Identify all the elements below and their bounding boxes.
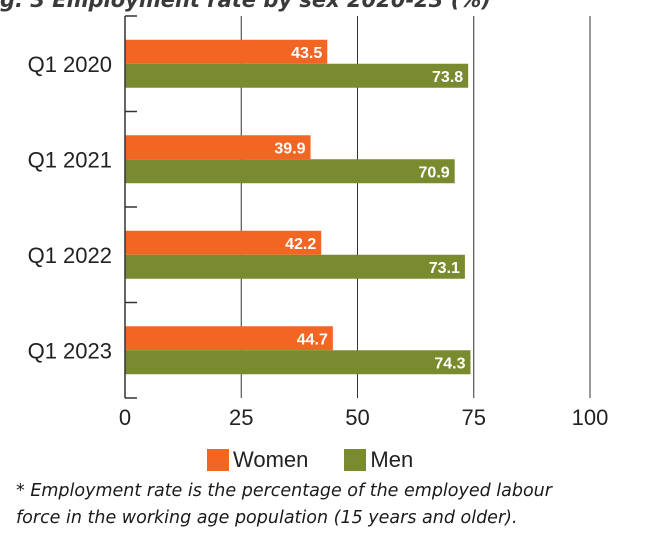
women-data-label: 44.7 [297, 331, 328, 348]
bar-chart: 43.5 73.8 39.9 70.9 42.2 73.1 44.7 74.3 0 25 50 75… [28, 15, 609, 430]
women-bar [125, 39, 328, 64]
x-tick-label: 50 [345, 405, 369, 430]
women-data-label: 39.9 [274, 140, 305, 157]
men-bar [125, 63, 469, 88]
footnote-line-2: force in the working age population (15 … [16, 508, 518, 528]
legend-label-men: Men [370, 447, 414, 472]
men-bar [125, 254, 465, 279]
y-category-label: Q1 2022 [28, 243, 112, 268]
men-data-label: 70.9 [419, 164, 450, 181]
men-data-label: 74.3 [434, 355, 465, 372]
x-tick-label: 25 [229, 405, 253, 430]
axes: 0 25 50 75 100 Q1 2020 Q1 2021 Q1 2022 Q1 2023 [28, 15, 609, 430]
y-category-label: Q1 2021 [28, 147, 112, 172]
women-data-label: 42.2 [285, 236, 316, 253]
footnote: * Employment rate is the percentage of t… [16, 478, 646, 532]
legend: Women Men [207, 447, 449, 473]
legend-swatch-men [344, 449, 367, 471]
legend-item-women: Women [207, 447, 308, 473]
men-data-label: 73.1 [429, 260, 460, 277]
bars: 43.5 73.8 39.9 70.9 42.2 73.1 44.7 74.3 [125, 39, 471, 375]
x-tick-label: 75 [462, 405, 486, 430]
men-bar [125, 350, 471, 375]
women-data-label: 43.5 [291, 45, 322, 62]
chart-title: g. 3 Employment rate by sex 2020-23 (%) [0, 0, 491, 12]
x-tick-label: 0 [119, 405, 131, 430]
legend-item-men: Men [344, 447, 413, 473]
women-bar [125, 326, 333, 351]
y-category-label: Q1 2020 [28, 52, 112, 77]
footnote-line-1: * Employment rate is the percentage of t… [16, 481, 552, 501]
legend-swatch-women [207, 449, 229, 471]
legend-label-women: Women [233, 447, 309, 472]
women-bar [125, 135, 311, 160]
men-bar [125, 159, 455, 184]
women-bar [125, 230, 322, 255]
x-tick-label: 100 [572, 405, 609, 430]
men-data-label: 73.8 [432, 69, 463, 86]
y-category-label: Q1 2023 [28, 338, 112, 363]
